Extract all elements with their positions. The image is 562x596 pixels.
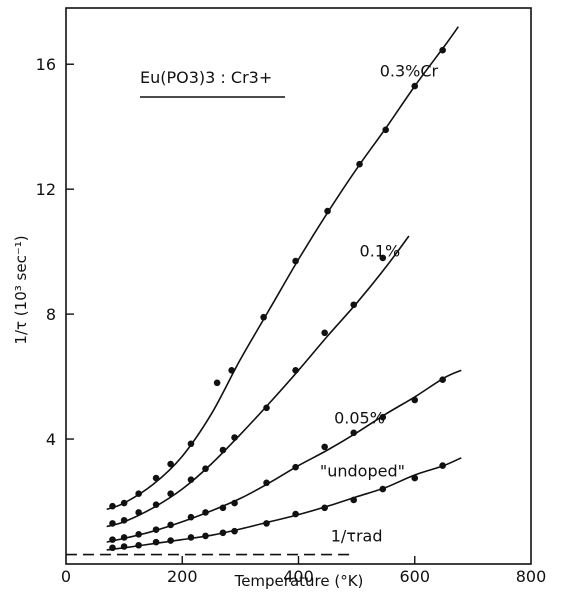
curve-0-05 — [106, 369, 462, 543]
point-undoped — [167, 537, 174, 544]
point-0-3-cr — [324, 207, 331, 215]
point-0-05 — [109, 536, 116, 543]
point-undoped — [350, 496, 358, 504]
point-0-1 — [350, 301, 358, 309]
point-0-1 — [379, 254, 387, 262]
point-0-05 — [152, 526, 160, 533]
point-0-05 — [135, 531, 142, 538]
series-label-0-3-cr: 0.3%Cr — [380, 62, 439, 81]
point-0-1 — [202, 465, 209, 473]
point-undoped — [202, 532, 209, 540]
point-0-1 — [152, 501, 160, 508]
series-label-1-rad: 1/τrad — [331, 527, 383, 546]
point-0-1 — [109, 520, 116, 527]
point-0-1 — [135, 509, 142, 516]
series-label-undoped: "undoped" — [320, 462, 405, 481]
point-0-3-cr — [135, 490, 142, 498]
point-0-3-cr — [152, 474, 160, 482]
y-tick-label: 8 — [46, 305, 56, 324]
point-0-05 — [231, 499, 238, 507]
point-0-3-cr — [120, 499, 128, 507]
point-0-3-cr — [187, 440, 195, 448]
point-0-3-cr — [439, 46, 446, 54]
point-undoped — [135, 541, 142, 549]
curve-0-1 — [106, 235, 410, 528]
y-tick-label: 4 — [46, 430, 56, 449]
series-label-0-05: 0.05% — [334, 408, 385, 427]
point-undoped — [411, 474, 419, 482]
point-0-3-cr — [382, 126, 389, 134]
axis-ticks: 0 200 400 600 800 4 8 12 16 — [36, 55, 547, 586]
point-undoped — [120, 543, 128, 550]
y-tick-label: 16 — [36, 55, 56, 74]
point-undoped — [219, 529, 227, 537]
y-axis-label: 1/τ (10³ sec⁻¹) — [12, 235, 30, 344]
point-undoped — [231, 527, 238, 535]
point-undoped — [109, 544, 116, 552]
point-0-3-cr — [260, 313, 267, 321]
x-axis-label: Temperature (°K) — [234, 572, 364, 590]
point-0-3-cr — [411, 82, 419, 90]
point-undoped — [263, 520, 270, 527]
point-0-3-cr — [292, 257, 299, 265]
x-tick-label: 200 — [167, 567, 198, 586]
point-0-05 — [219, 504, 227, 512]
point-0-3-cr — [167, 460, 174, 468]
point-0-05 — [187, 513, 195, 521]
chart-title: Eu(PO3)3 : Cr3+ — [140, 68, 285, 98]
point-0-3-cr — [109, 502, 116, 510]
x-tick-label: 0 — [61, 567, 71, 586]
point-0-3-cr — [213, 379, 221, 387]
data-points — [109, 46, 446, 552]
chart-title-text: Eu(PO3)3 : Cr3+ — [140, 68, 272, 87]
x-tick-label: 800 — [516, 567, 547, 586]
point-0-05 — [379, 413, 387, 421]
x-tick-label: 400 — [283, 567, 314, 586]
point-0-3-cr — [356, 160, 363, 168]
point-0-1 — [187, 476, 195, 483]
point-0-05 — [120, 534, 128, 541]
point-0-1 — [263, 404, 270, 412]
point-0-05 — [321, 443, 328, 451]
point-0-05 — [263, 479, 270, 487]
point-0-05 — [439, 376, 446, 384]
point-0-1 — [219, 446, 227, 454]
point-0-1 — [321, 329, 328, 337]
point-undoped — [152, 538, 160, 546]
point-undoped — [439, 462, 446, 469]
series-labels: 0.3%Cr 0.1% 0.05% "undoped" 1/τrad — [320, 62, 439, 546]
point-0-05 — [202, 509, 209, 516]
point-0-3-cr — [228, 367, 235, 374]
x-tick-label: 600 — [399, 567, 430, 586]
point-0-1 — [167, 490, 174, 498]
point-undoped — [187, 534, 195, 541]
point-undoped — [321, 504, 328, 512]
point-0-1 — [231, 434, 238, 441]
point-0-1 — [292, 367, 299, 374]
point-0-05 — [411, 396, 419, 404]
point-0-05 — [350, 429, 358, 437]
point-undoped — [379, 485, 387, 493]
point-0-1 — [120, 516, 128, 524]
y-tick-label: 12 — [36, 180, 56, 199]
point-0-05 — [292, 463, 299, 471]
series-label-0-1: 0.1% — [360, 241, 401, 260]
curve-0-3-cr — [106, 26, 459, 511]
plot-frame — [65, 7, 532, 565]
point-undoped — [292, 510, 299, 518]
point-0-05 — [167, 521, 174, 529]
